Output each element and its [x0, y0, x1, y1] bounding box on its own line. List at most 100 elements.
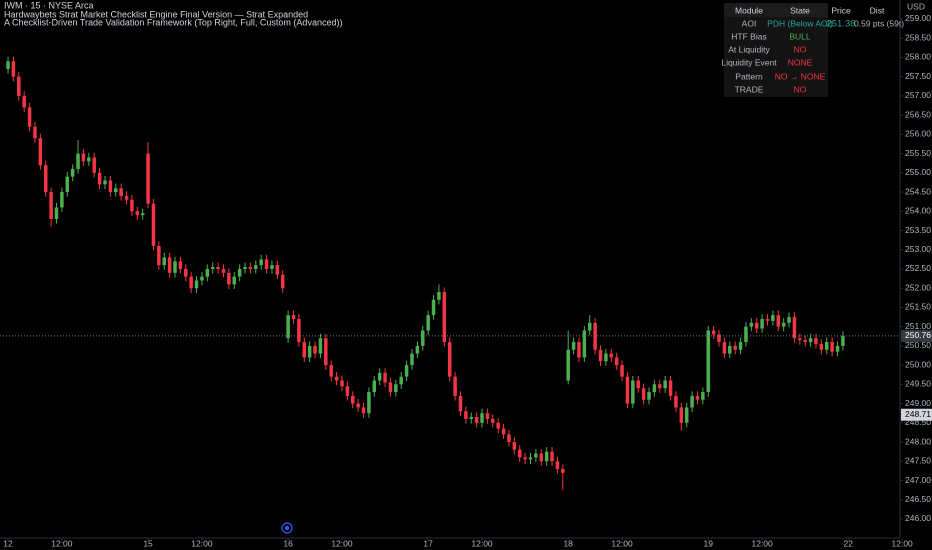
x-tick-label: 12:00 [751, 538, 773, 548]
candle-body [620, 365, 624, 377]
candle-body [711, 330, 716, 335]
candle-body [17, 76, 21, 96]
candle-body [65, 176, 70, 193]
plot-area [0, 56, 900, 491]
candle-body [792, 317, 797, 339]
candle-body [87, 157, 91, 162]
candle-body [684, 407, 689, 423]
candle-body [765, 318, 770, 321]
candle-body [70, 168, 75, 177]
y-tick-label: 259.00 [905, 13, 931, 23]
y-tick-label: 246.00 [905, 513, 931, 523]
table-header: Price [831, 5, 851, 15]
marker-price-label: 248.71 [905, 409, 931, 419]
candle-body [291, 315, 296, 319]
candle-body [167, 257, 172, 273]
candle-body [528, 457, 533, 460]
y-tick-label: 247.50 [905, 456, 931, 466]
chart-subtitle: Hardwaybets Strat Market Checklist Engin… [4, 9, 308, 19]
candle-body [210, 267, 215, 269]
candle-body [787, 317, 791, 323]
candle-body [447, 342, 452, 377]
candle-body [501, 428, 506, 435]
candle-body [43, 165, 48, 193]
y-tick-label: 251.00 [905, 321, 931, 331]
event-marker[interactable] [281, 522, 293, 534]
candle-body [663, 380, 667, 389]
chart-subtitle: A Checklist-Driven Trade Validation Fram… [4, 17, 342, 27]
candle-body [356, 403, 360, 408]
candle-body [334, 376, 339, 381]
candle-body [728, 345, 732, 354]
candle-body [178, 261, 183, 269]
candle-body [205, 268, 210, 277]
candle-body [227, 272, 231, 285]
candle-body [313, 345, 317, 354]
candle-body [668, 380, 673, 396]
table-cell: Pattern [735, 71, 763, 81]
candle-body [216, 267, 220, 269]
chart-title: IWM · 15 · NYSE Arca [4, 0, 94, 10]
candle-body [679, 407, 684, 423]
candle-body [33, 126, 37, 139]
candle-body [733, 345, 737, 350]
candle-body [108, 180, 113, 193]
candle-body [394, 384, 398, 393]
y-tick-label: 255.00 [905, 167, 931, 177]
y-tick-label: 257.00 [905, 90, 931, 100]
candle-body [819, 343, 824, 350]
candle-body [614, 357, 619, 366]
candle-body [442, 292, 447, 343]
y-tick-label: 256.00 [905, 129, 931, 139]
candle-body [808, 338, 813, 343]
x-tick-label: 18 [563, 538, 573, 548]
x-tick-label: 15 [143, 538, 153, 548]
candle-body [577, 342, 581, 358]
candle-body [517, 449, 522, 458]
candle-body [415, 345, 420, 354]
candle-body [830, 342, 834, 352]
candle-body [103, 180, 107, 185]
candle-body [76, 153, 80, 169]
candle-body [388, 382, 393, 393]
table-header: Module [735, 5, 763, 15]
y-tick-label: 250.50 [905, 340, 931, 350]
candle-body [544, 451, 549, 462]
candle-body [49, 192, 53, 219]
candle-body [345, 386, 350, 396]
candle-body [189, 276, 193, 289]
y-tick-label: 254.00 [905, 206, 931, 216]
candle-body [372, 380, 377, 393]
y-tick-label: 252.00 [905, 282, 931, 292]
candle-body [625, 376, 630, 404]
x-tick-label: 12:00 [611, 538, 633, 548]
candle-body [566, 349, 570, 381]
candle-body [464, 411, 468, 419]
last-price-label: 250.76 [905, 330, 931, 340]
candle-body [647, 392, 651, 400]
x-tick-label: 19 [704, 538, 714, 548]
candle-body [184, 268, 188, 277]
candle-body [480, 413, 484, 423]
candle-body [604, 353, 608, 362]
y-tick-label: 257.50 [905, 71, 931, 81]
candle-body [248, 267, 253, 269]
candle-body [275, 265, 280, 275]
candle-body [695, 395, 700, 400]
y-tick-label: 255.50 [905, 148, 931, 158]
table-cell: 0.59 pts (59t) [854, 18, 904, 28]
candle-body [539, 453, 544, 462]
candle-body [324, 338, 328, 366]
candle-body [582, 330, 587, 358]
candle-body [437, 292, 441, 300]
table-cell: NO [794, 44, 807, 54]
candle-body [6, 61, 10, 69]
candle-body [474, 417, 479, 423]
candle-body [431, 299, 436, 316]
y-tick-label: 248.00 [905, 436, 931, 446]
candle-body [824, 342, 829, 350]
candle-body [421, 330, 425, 346]
candle-body [22, 95, 26, 108]
candle-body [200, 276, 204, 281]
